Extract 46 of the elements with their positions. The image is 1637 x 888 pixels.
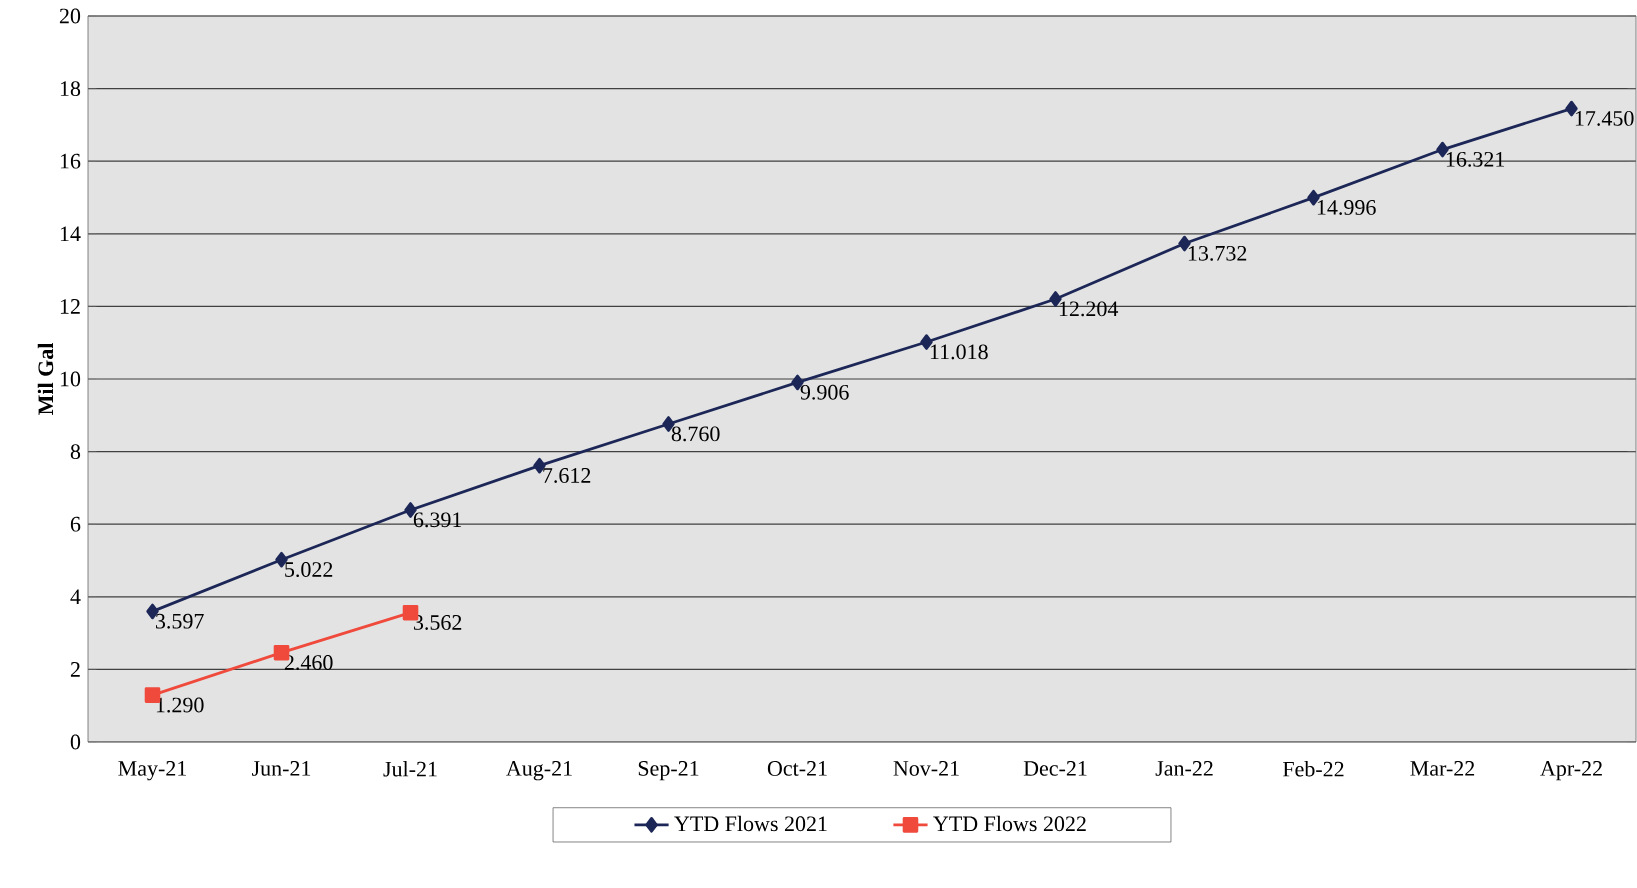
data-label: 5.022 <box>285 562 333 578</box>
point <box>1436 141 1449 158</box>
point <box>1307 189 1320 206</box>
x-tick-label: Mar-22 <box>1410 761 1475 776</box>
y-tick-label: 10 <box>60 371 81 387</box>
x-tick-label: Apr-22 <box>1540 761 1602 781</box>
point <box>1049 291 1062 307</box>
y-tick-label: 8 <box>70 444 81 460</box>
y-tick-label: 18 <box>60 81 81 97</box>
data-label: 9.906 <box>800 384 849 400</box>
y-tick-label: 14 <box>60 226 81 242</box>
x-tick-label: May-21 <box>118 761 186 781</box>
y-tick-label: 16 <box>60 153 81 169</box>
x-tick-label: Nov-21 <box>893 761 959 776</box>
point <box>1565 100 1578 117</box>
y-tick-label: 12 <box>60 299 80 314</box>
data-label: 7.612 <box>543 468 591 483</box>
x-tick-label: Sep-21 <box>638 761 699 781</box>
x-tick-label: Oct-21 <box>767 761 827 776</box>
x-tick-label: Dec-21 <box>1023 761 1087 776</box>
point <box>920 334 933 350</box>
x-tick-label: Jun-21 <box>252 761 311 776</box>
y-tick-label: 2 <box>70 662 80 677</box>
data-label: 3.562 <box>413 615 462 630</box>
legend-label: YTD Flows 2021 <box>674 815 827 832</box>
data-label: 2.460 <box>284 655 333 671</box>
data-label: 14.996 <box>1317 200 1376 215</box>
data-label: 6.391 <box>413 512 462 528</box>
x-tick-label: Jul-21 <box>383 761 437 777</box>
data-label: 1.290 <box>156 697 204 713</box>
x-tick-label: Aug-21 <box>506 761 572 781</box>
y-axis-title: Mil Gal <box>37 342 54 415</box>
y-tick-label: 20 <box>59 8 81 24</box>
legend-label: YTD Flows 2022 <box>933 815 1086 832</box>
point <box>1178 235 1191 252</box>
data-label: 17.450 <box>1575 110 1634 126</box>
data-label: 3.597 <box>155 613 204 629</box>
x-tick-label: Feb-22 <box>1282 761 1344 777</box>
data-label: 16.321 <box>1446 151 1505 167</box>
data-label: 13.732 <box>1188 245 1247 261</box>
data-label: 11.018 <box>930 344 988 360</box>
data-label: 8.760 <box>671 426 720 442</box>
y-tick-label: 6 <box>70 516 81 532</box>
x-tick-label: Jan-22 <box>1155 761 1213 776</box>
y-tick-label: 4 <box>70 589 81 605</box>
y-tick-label: 0 <box>70 734 81 750</box>
